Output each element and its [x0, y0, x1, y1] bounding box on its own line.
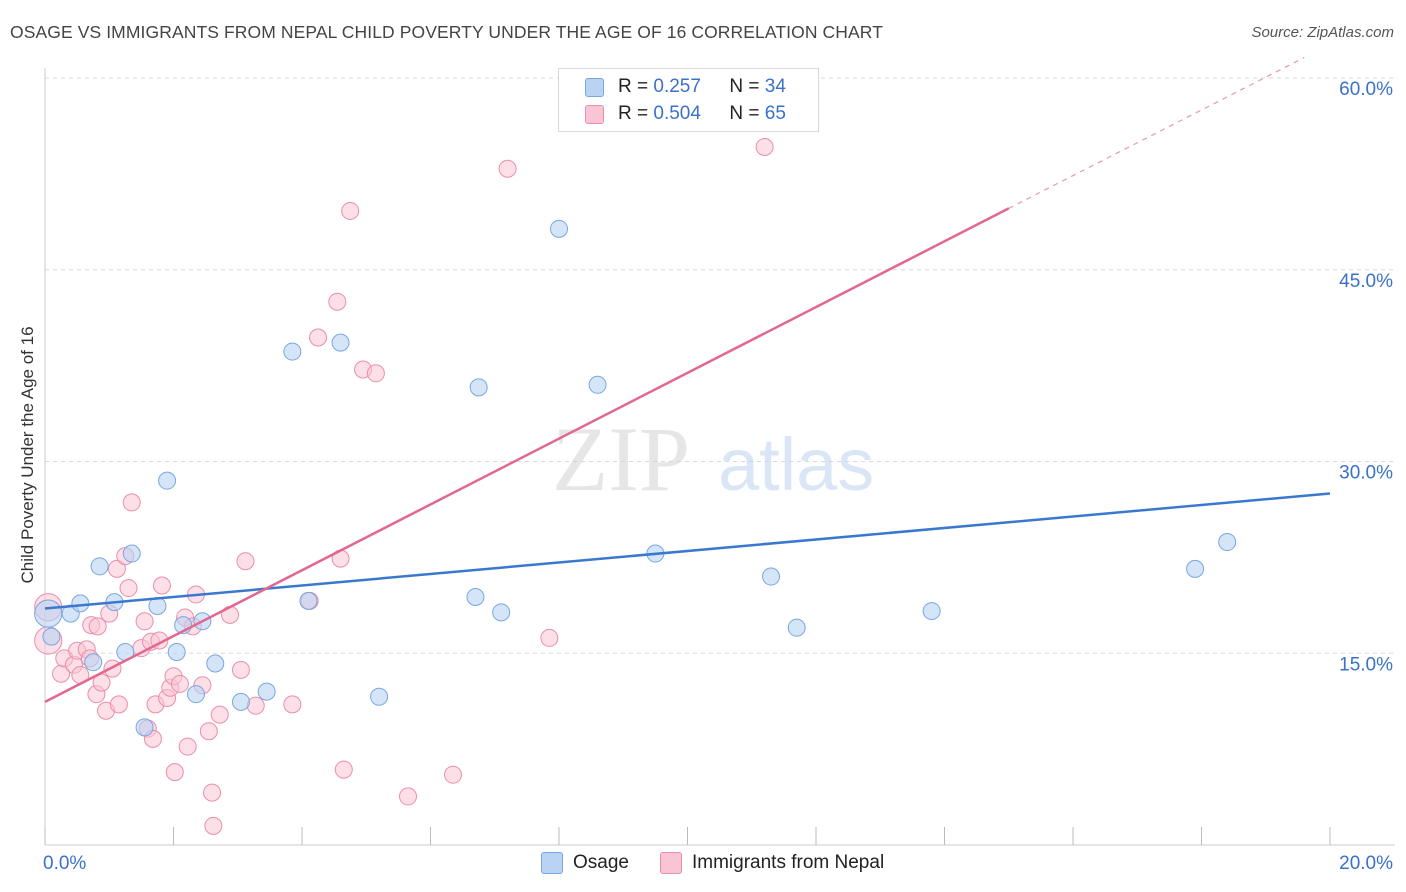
osage-point	[762, 567, 781, 586]
legend-n-value: 34	[764, 76, 786, 97]
osage-point	[550, 219, 568, 238]
y-tick-label: 30.0%	[1339, 463, 1393, 484]
nepal-point	[540, 628, 559, 647]
nepal-point	[122, 493, 141, 512]
legend-swatch-nepal	[585, 104, 604, 124]
source-label: Source: ZipAtlas.com	[1251, 24, 1394, 41]
osage-point	[492, 603, 511, 622]
series-legend: Osage Immigrants from Nepal	[0, 852, 1406, 878]
y-tick-label: 60.0%	[1339, 79, 1393, 100]
osage-point	[1186, 559, 1205, 578]
nepal-point	[109, 695, 128, 714]
trend-lines	[44, 57, 1331, 703]
legend-item-osage[interactable]: Osage	[541, 852, 629, 874]
osage-point	[299, 591, 318, 610]
osage-point	[71, 594, 90, 613]
osage-point	[257, 682, 276, 701]
nepal-point	[341, 201, 360, 220]
osage-point	[1218, 533, 1237, 552]
osage-point	[34, 599, 63, 628]
osage-point	[922, 602, 941, 621]
osage-point	[206, 654, 225, 673]
legend-r-label: R =	[618, 76, 649, 97]
nepal-point	[203, 783, 222, 802]
legend-r-label: R =	[618, 103, 649, 124]
nepal-point	[443, 765, 462, 784]
osage-point	[466, 588, 485, 607]
legend-item-nepal[interactable]: Immigrants from Nepal	[660, 852, 884, 874]
nepal-point	[88, 617, 107, 636]
nepal-point	[204, 816, 223, 835]
x-tick-label: 0.0%	[43, 853, 86, 874]
nepal-point	[399, 787, 418, 806]
osage-point	[231, 692, 250, 711]
nepal-point	[246, 696, 265, 715]
watermark-zip: ZIP	[552, 408, 690, 510]
legend-r-value: 0.504	[653, 103, 701, 124]
legend-swatch-nepal	[660, 852, 682, 874]
osage-point	[158, 471, 177, 490]
osage-point	[122, 544, 141, 563]
nepal-point	[165, 763, 184, 782]
osage-point	[588, 375, 607, 394]
chart-title: OSAGE VS IMMIGRANTS FROM NEPAL CHILD POV…	[10, 22, 883, 42]
nepal-point	[178, 737, 197, 756]
legend-label-nepal: Immigrants from Nepal	[692, 852, 885, 873]
legend-n-label: N =	[729, 76, 760, 97]
osage-point	[787, 618, 806, 637]
legend-row-osage: R = 0.257 N = 34	[585, 75, 786, 99]
nepal-trend-extension	[1008, 57, 1305, 209]
nepal-point	[135, 612, 154, 631]
legend-row-nepal: R = 0.504 N = 65	[585, 102, 786, 126]
nepal-point	[152, 576, 171, 595]
nepal-point	[236, 552, 255, 571]
x-tick-label: 20.0%	[1339, 853, 1393, 874]
legend-r-value: 0.257	[653, 76, 701, 97]
nepal-point	[309, 328, 328, 347]
osage-point	[84, 653, 103, 672]
nepal-point	[334, 760, 353, 779]
osage-point	[469, 378, 488, 397]
nepal-point	[498, 159, 517, 178]
osage-point	[135, 718, 154, 737]
osage-point	[186, 685, 205, 704]
legend-swatch-osage	[541, 852, 563, 874]
y-tick-label: 45.0%	[1339, 271, 1393, 292]
nepal-point	[199, 722, 218, 741]
tick-labels: 15.0% 30.0% 45.0% 60.0% 0.0% 20.0%	[43, 79, 1393, 874]
nepal-point	[366, 364, 385, 383]
axes	[44, 68, 1395, 846]
osage-point	[90, 557, 109, 576]
osage-point	[42, 627, 61, 646]
y-tick-label: 15.0%	[1339, 654, 1393, 675]
nepal-point	[283, 695, 302, 714]
nepal-point	[107, 559, 126, 578]
legend-n-value: 65	[764, 103, 786, 124]
osage-point	[331, 333, 350, 352]
nepal-point	[210, 705, 229, 724]
nepal-point	[231, 660, 250, 679]
y-axis-label: Child Poverty Under the Age of 16	[18, 326, 37, 584]
correlation-legend: R = 0.257 N = 34 R = 0.504 N = 65	[558, 68, 819, 132]
nepal-point	[755, 138, 774, 157]
osage-point	[283, 342, 302, 361]
watermark: ZIP atlas	[552, 408, 874, 510]
osage-trend-line	[44, 492, 1331, 610]
nepal-point	[119, 579, 138, 598]
legend-n-label: N =	[729, 103, 760, 124]
legend-label-osage: Osage	[573, 852, 629, 873]
osage-point	[370, 687, 389, 706]
watermark-atlas: atlas	[718, 423, 874, 506]
osage-point	[167, 642, 186, 661]
nepal-point	[328, 292, 347, 311]
nepal-point	[170, 674, 189, 693]
nepal-trend-line	[44, 207, 1010, 703]
legend-swatch-osage	[585, 77, 604, 97]
